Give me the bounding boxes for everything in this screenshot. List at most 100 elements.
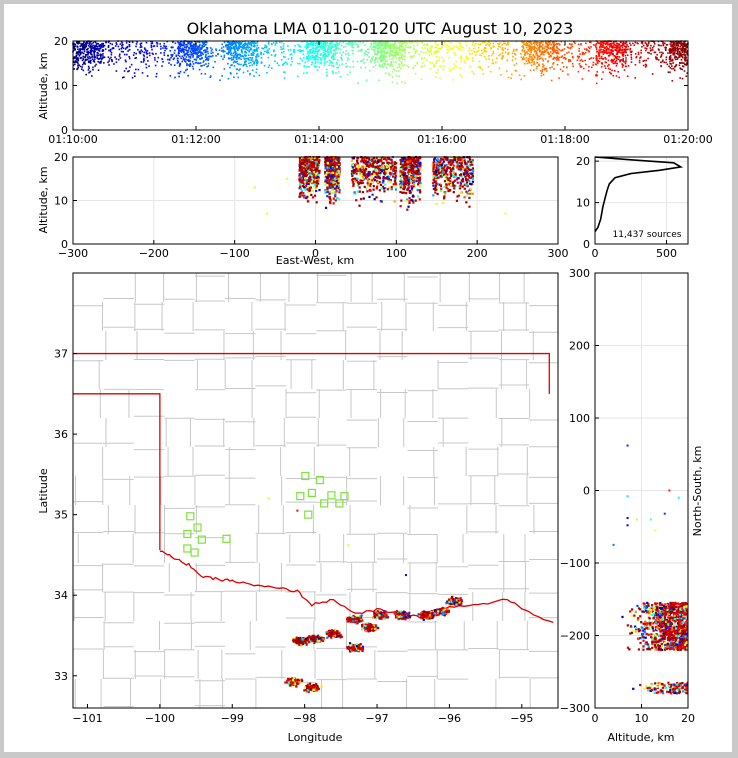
time-height-source	[383, 52, 386, 54]
time-height-source	[438, 47, 441, 50]
time-height-source	[536, 58, 538, 61]
time-height-source	[540, 41, 543, 44]
time-height-source	[186, 46, 188, 48]
time-height-source	[189, 42, 192, 45]
ew-height-source	[402, 156, 406, 160]
time-height-source	[538, 63, 540, 66]
time-height-source	[312, 47, 314, 50]
time-height-source	[143, 55, 145, 57]
time-height-source	[522, 41, 525, 43]
ew-height-source	[373, 179, 377, 182]
time-height-source	[168, 62, 170, 64]
time-height-source	[336, 63, 338, 65]
ew-height-source	[378, 167, 381, 170]
time-height-source	[481, 52, 483, 55]
time-height-source	[389, 52, 392, 54]
ew-height-source	[350, 170, 354, 173]
ew-height-source	[298, 176, 301, 179]
time-height-source	[544, 49, 546, 52]
ew-height-source	[355, 199, 358, 202]
ew-height-source	[399, 186, 402, 189]
time-height-source	[247, 58, 250, 60]
time-height-source	[92, 41, 95, 44]
time-height-xtick-label: 01:16:00	[417, 133, 466, 146]
time-height-source	[384, 72, 387, 74]
time-height-source	[637, 42, 639, 45]
time-height-source	[535, 67, 538, 70]
time-height-source	[434, 76, 437, 78]
ew-height-source	[330, 182, 333, 186]
time-height-source	[552, 49, 554, 52]
time-height-source	[75, 52, 78, 55]
time-height-source	[198, 41, 201, 44]
time-height-source	[194, 46, 197, 48]
ew-height-source	[366, 173, 369, 177]
time-height-source	[471, 43, 474, 46]
ew-height-source	[338, 198, 341, 201]
ew-height-source	[332, 162, 335, 165]
time-height-source	[344, 53, 347, 55]
ew-height-source	[310, 181, 314, 184]
ew-height-source	[360, 197, 363, 201]
time-height-source	[530, 64, 533, 67]
time-height-source	[313, 55, 315, 58]
time-height-source	[507, 53, 509, 56]
ew-height-source	[394, 178, 397, 181]
time-height-source	[311, 55, 314, 57]
time-height-source	[583, 53, 586, 55]
time-height-source	[619, 51, 622, 54]
ew-height-source	[331, 191, 334, 195]
time-height-source	[684, 55, 687, 58]
time-height-source	[563, 44, 566, 46]
time-height-source	[145, 41, 148, 44]
time-height-source	[79, 50, 82, 52]
ew-height-source	[302, 170, 305, 173]
time-height-source	[80, 48, 83, 50]
time-height-source	[532, 54, 535, 57]
time-height-source	[360, 49, 363, 52]
time-height-source	[197, 54, 200, 57]
time-height-source	[650, 49, 653, 51]
time-height-source	[197, 48, 199, 51]
time-height-source	[79, 52, 82, 55]
time-height-source	[310, 42, 312, 44]
time-height-source	[108, 58, 111, 60]
time-height-source	[107, 61, 109, 64]
time-height-source	[233, 55, 235, 57]
time-height-source	[77, 63, 79, 65]
time-height-source	[334, 48, 337, 51]
lma-figure-svg: Oklahoma LMA 0110-0120 UTC August 10, 20…	[37, 19, 713, 744]
time-height-source	[128, 57, 131, 60]
ew-height-source	[324, 167, 327, 170]
time-height-source	[248, 46, 251, 49]
time-height-source	[91, 53, 93, 56]
time-height-source	[464, 62, 467, 64]
ew-height-source	[317, 160, 320, 163]
time-height-source	[334, 54, 337, 56]
time-height-source	[612, 49, 614, 52]
time-height-source	[683, 63, 686, 66]
ew-height-source	[328, 163, 331, 166]
ew-height-source	[408, 200, 411, 203]
time-height-source	[441, 56, 444, 59]
time-height-source	[595, 42, 598, 45]
time-height-source	[678, 56, 681, 58]
time-height-source	[188, 64, 191, 67]
time-height-source	[190, 47, 193, 50]
time-height-source	[399, 49, 401, 51]
time-height-source	[194, 50, 197, 52]
time-height-source	[322, 49, 325, 52]
ew-height-source	[328, 169, 332, 172]
ew-height-source	[433, 181, 436, 184]
time-height-source	[160, 45, 162, 48]
time-height-source	[622, 58, 624, 60]
time-height-source	[679, 62, 681, 64]
ew-height-source	[416, 172, 419, 175]
time-height-source	[592, 44, 595, 46]
time-height-source	[379, 44, 382, 46]
time-height-source	[290, 58, 293, 60]
time-height-source	[315, 54, 318, 57]
time-height-source	[362, 41, 365, 44]
time-height-source	[164, 45, 166, 48]
time-height-source	[607, 67, 610, 70]
